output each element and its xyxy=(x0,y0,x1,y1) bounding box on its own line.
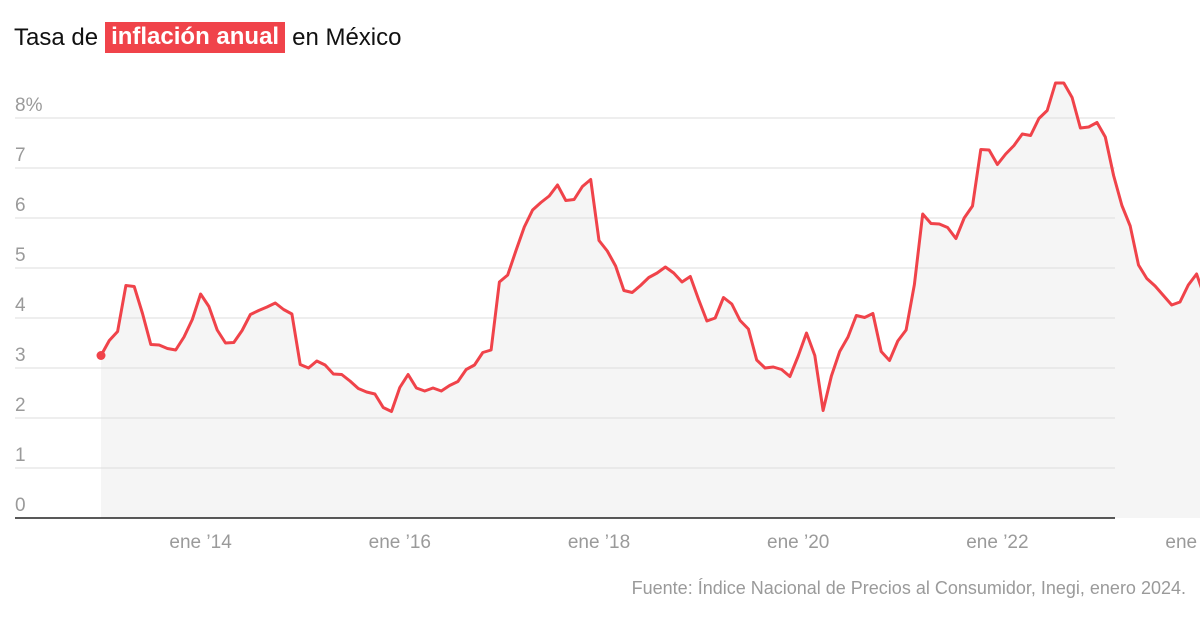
chart-title: Tasa de inflación anual en México xyxy=(14,22,401,53)
area-fill xyxy=(101,83,1200,518)
y-tick-label: 6 xyxy=(15,195,26,216)
inflation-line xyxy=(99,81,1200,413)
x-tick-label: ene ’18 xyxy=(568,532,630,553)
title-suffix: en México xyxy=(292,23,402,51)
x-tick-label: ene ’22 xyxy=(966,532,1028,553)
y-tick-label: 8% xyxy=(15,95,43,116)
source-note: Fuente: Índice Nacional de Precios al Co… xyxy=(631,578,1186,598)
x-tick-label: ene ’14 xyxy=(169,532,232,553)
y-tick-label: 7 xyxy=(15,145,26,166)
y-tick-label: 5 xyxy=(15,245,26,266)
x-tick-label: ene ’24 xyxy=(1165,532,1200,553)
title-prefix: Tasa de xyxy=(14,23,99,51)
y-tick-label: 4 xyxy=(15,295,26,316)
x-tick-label: ene ’16 xyxy=(369,532,431,553)
title-highlight: inflación anual xyxy=(105,22,286,53)
start-point xyxy=(96,351,106,360)
y-tick-label: 1 xyxy=(15,445,26,466)
x-tick-label: ene ’20 xyxy=(767,532,829,553)
y-tick-label: 0 xyxy=(15,495,26,516)
y-tick-label: 3 xyxy=(15,345,26,366)
y-tick-label: 2 xyxy=(15,395,26,416)
